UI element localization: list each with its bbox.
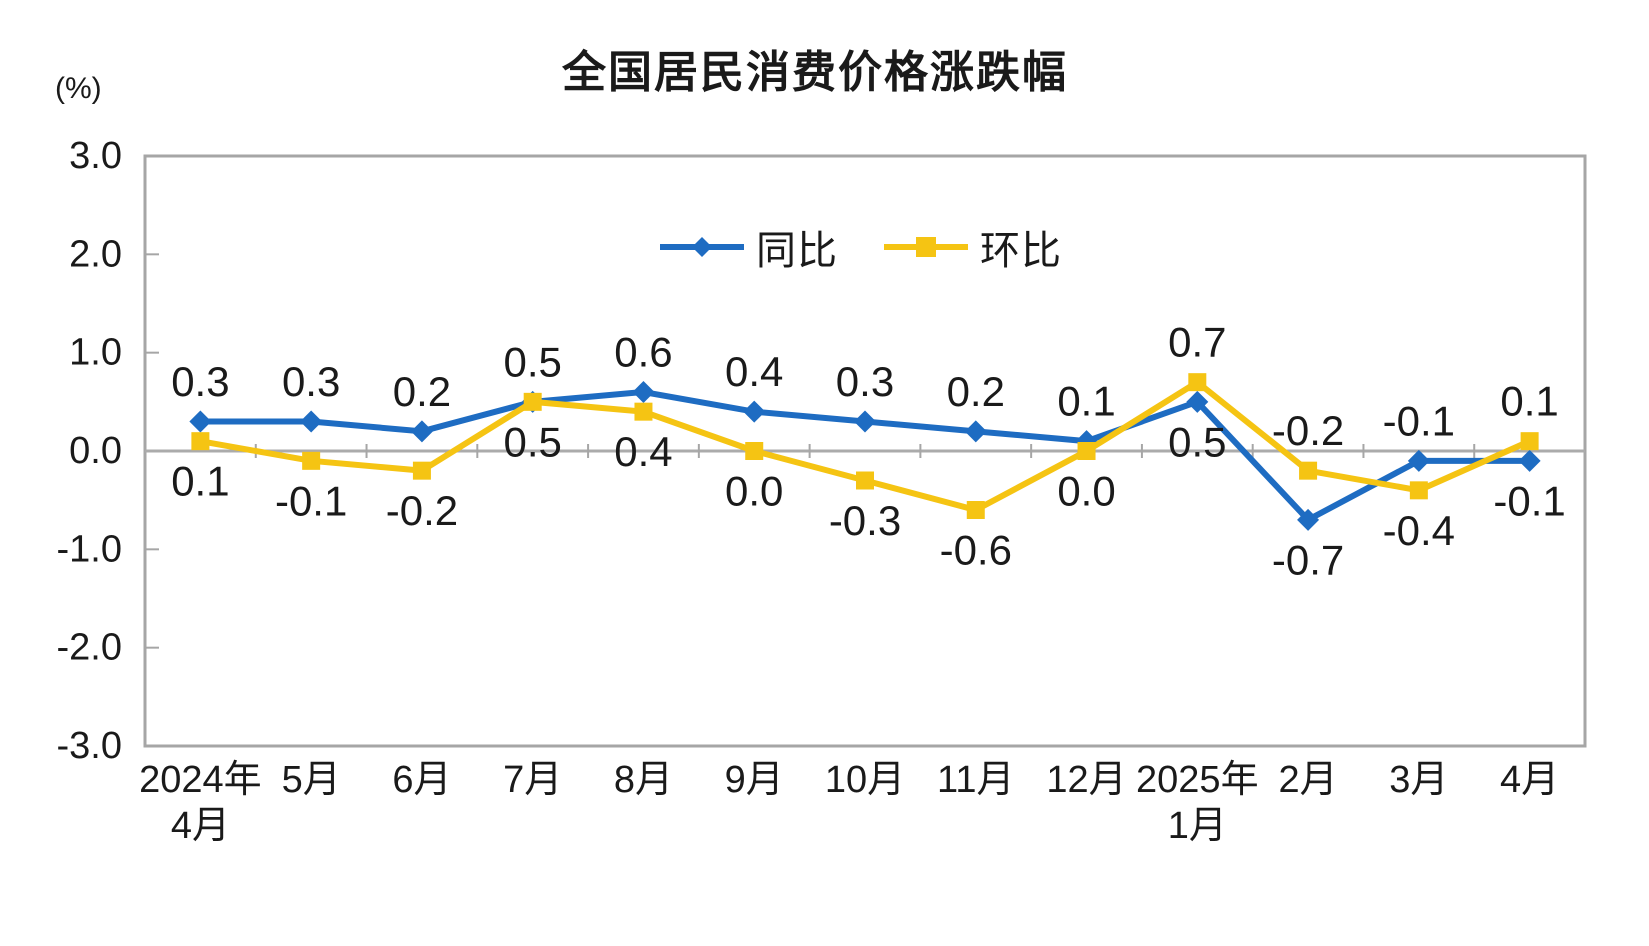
marker-mom [1520,432,1539,451]
y-tick-label: 1.0 [69,332,122,374]
data-label-yoy: -0.1 [1493,477,1565,524]
marker-yoy [189,410,212,433]
y-tick-label: -1.0 [57,528,122,570]
chart-title: 全国居民消费价格涨跌幅 [562,48,1068,97]
y-tick-label: 0.0 [69,430,122,472]
y-tick-label: -3.0 [57,725,122,767]
legend-item-mom: 环比 [882,218,1062,276]
legend-marker-mom [884,237,968,257]
data-label-mom: 0.1 [1500,378,1558,425]
x-tick-label: 12月 [1046,759,1126,801]
marker-yoy [1407,449,1430,472]
data-label-yoy: -0.7 [1272,536,1344,583]
x-tick-label: 6月 [392,759,451,801]
data-label-yoy: 0.4 [725,348,783,395]
data-label-mom: 0.7 [1168,319,1226,366]
y-tick-label: -2.0 [57,627,122,669]
x-tick-label: 3月 [1389,759,1448,801]
data-label-mom: 0.4 [614,428,672,475]
marker-yoy [964,420,987,443]
x-tick-label: 2025年 1月 [1136,759,1259,847]
marker-mom [523,392,542,411]
marker-yoy [1518,449,1541,472]
data-label-mom: 0.0 [1057,468,1115,515]
data-label-mom: 0.1 [171,458,229,505]
x-tick-label: 9月 [725,759,784,801]
x-tick-label: 5月 [282,759,341,801]
marker-mom [1409,481,1428,500]
data-label-yoy: -0.1 [1383,397,1455,444]
data-label-mom: -0.4 [1383,507,1455,554]
marker-mom [634,402,653,421]
x-tick-label: 8月 [614,759,673,801]
marker-yoy [1186,390,1209,413]
x-tick-label: 10月 [825,759,905,801]
data-label-mom: 0.0 [725,468,783,515]
marker-yoy [632,381,655,403]
data-label-mom: -0.6 [940,527,1012,574]
legend-label-mom: 环比 [980,229,1062,273]
legend-item-yoy: 同比 [658,218,838,276]
data-label-mom: -0.2 [1272,407,1344,454]
marker-yoy [854,410,876,433]
marker-yoy [410,420,433,443]
data-label-yoy: 0.3 [282,358,340,405]
marker-mom [856,471,874,490]
marker-yoy [743,400,766,423]
marker-mom [1077,442,1096,460]
data-label-yoy: 0.5 [503,338,561,385]
data-label-yoy: 0.6 [614,329,672,376]
x-tick-label: 2024年 4月 [139,759,262,847]
legend-label-yoy: 同比 [756,229,838,273]
marker-mom [191,432,210,451]
y-axis-unit-label: (%) [55,72,102,105]
marker-mom [1188,373,1207,392]
data-label-mom: 0.5 [503,418,561,465]
data-label-mom: -0.1 [275,477,347,524]
y-tick-label: 2.0 [69,233,122,275]
marker-mom [302,451,321,470]
data-label-yoy: 0.2 [947,368,1005,415]
legend-marker-yoy [660,237,744,257]
data-label-yoy: 0.3 [836,358,894,405]
marker-mom [745,442,764,460]
data-label-yoy: 0.2 [393,368,451,415]
x-tick-label: 7月 [503,759,562,801]
data-label-mom: -0.3 [829,497,901,544]
y-tick-label: 3.0 [69,135,122,177]
legend: 同比 环比 [658,218,1062,276]
marker-mom [966,501,985,519]
marker-yoy [300,410,323,433]
marker-yoy [1297,508,1320,531]
marker-mom [412,461,431,480]
marker-mom [1299,461,1318,480]
data-label-mom: -0.2 [386,487,458,534]
data-label-yoy: 0.1 [1057,378,1115,425]
x-tick-label: 4月 [1500,759,1559,801]
x-tick-label: 11月 [937,759,1014,801]
x-tick-label: 2月 [1279,759,1338,801]
data-label-yoy: 0.3 [171,358,229,405]
data-label-yoy: 0.5 [1168,418,1226,465]
